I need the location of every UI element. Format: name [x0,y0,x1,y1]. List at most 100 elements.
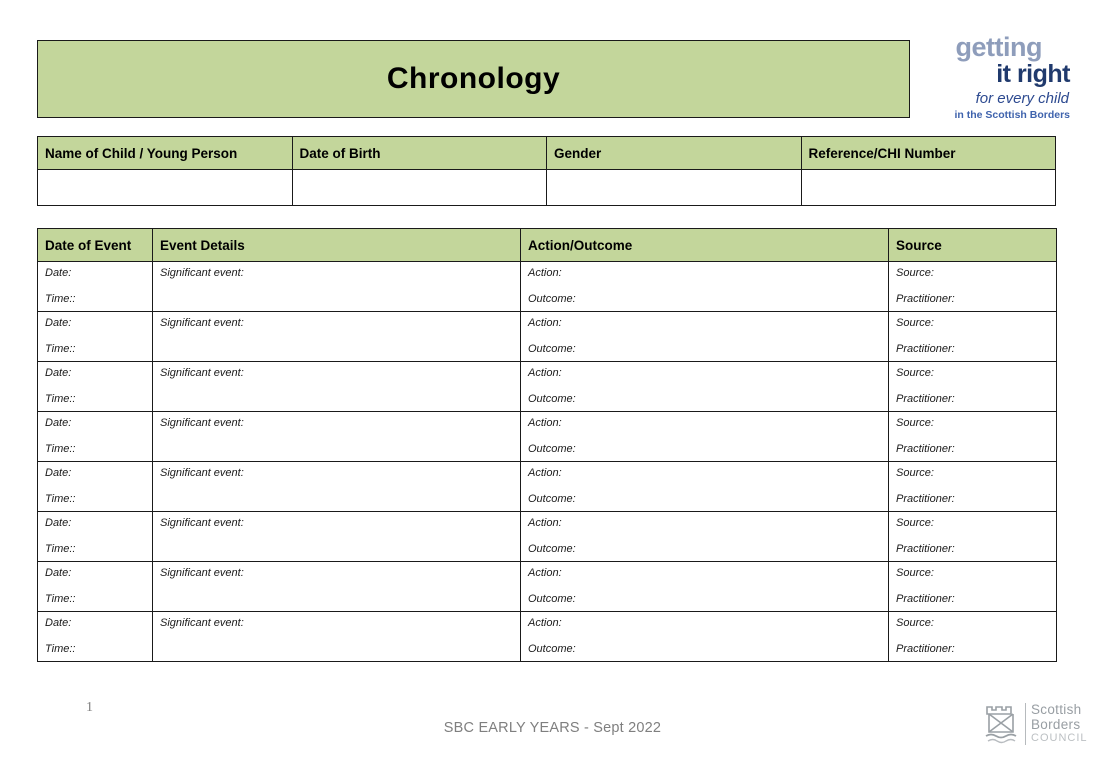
girfec-logo-line2: it right [996,60,1070,88]
source-cell[interactable]: Source: Practitioner: [888,461,1057,512]
source-cell[interactable]: Source: Practitioner: [888,361,1057,412]
time-label: Time:: [45,293,76,305]
event-details-cell[interactable]: Significant event: [152,311,521,362]
date-of-event-cell[interactable]: Date: Time:: [37,411,153,462]
date-label: Date: [45,517,72,529]
significant-event-label: Significant event: [160,267,244,279]
practitioner-label: Practitioner: [896,293,955,305]
significant-event-label: Significant event: [160,567,244,579]
significant-event-label: Significant event: [160,367,244,379]
time-label: Time:: [45,343,76,355]
outcome-label: Outcome: [528,593,576,605]
action-outcome-cell[interactable]: Action: Outcome: [520,511,889,562]
source-cell[interactable]: Source: Practitioner: [888,561,1057,612]
header-reference-chi: Reference/CHI Number [800,136,1056,170]
action-label: Action: [528,617,562,629]
date-of-event-cell[interactable]: Date: Time:: [37,511,153,562]
source-cell[interactable]: Source: Practitioner: [888,411,1057,462]
event-details-cell[interactable]: Significant event: [152,611,521,662]
sbc-logo-line2: Borders [1031,716,1081,732]
event-details-cell[interactable]: Significant event: [152,511,521,562]
action-label: Action: [528,367,562,379]
date-of-event-cell[interactable]: Date: Time:: [37,261,153,312]
action-outcome-cell[interactable]: Action: Outcome: [520,461,889,512]
source-label: Source: [896,267,934,279]
source-label: Source: [896,367,934,379]
child-name-field[interactable] [37,169,293,206]
event-details-cell[interactable]: Significant event: [152,261,521,312]
page-number: 1 [86,700,93,715]
practitioner-label: Practitioner: [896,493,955,505]
chronology-row: Date: Time:: Significant event: Action: … [37,311,1057,362]
event-details-cell[interactable]: Significant event: [152,461,521,512]
date-label: Date: [45,467,72,479]
source-label: Source: [896,417,934,429]
practitioner-label: Practitioner: [896,443,955,455]
child-info-table: Name of Child / Young Person Date of Bir… [37,136,1056,206]
significant-event-label: Significant event: [160,467,244,479]
date-of-event-cell[interactable]: Date: Time:: [37,611,153,662]
action-label: Action: [528,317,562,329]
time-label: Time:: [45,593,76,605]
action-outcome-cell[interactable]: Action: Outcome: [520,261,889,312]
date-label: Date: [45,317,72,329]
girfec-logo-line1: getting [955,32,1043,62]
girfec-logo-line4: in the Scottish Borders [954,109,1070,121]
action-outcome-cell[interactable]: Action: Outcome: [520,611,889,662]
practitioner-label: Practitioner: [896,543,955,555]
action-outcome-cell[interactable]: Action: Outcome: [520,311,889,362]
chronology-row: Date: Time:: Significant event: Action: … [37,411,1057,462]
header-event-details: Event Details [152,228,521,262]
time-label: Time:: [45,543,76,555]
action-label: Action: [528,567,562,579]
girfec-logo-line3: for every child [975,90,1069,107]
event-details-cell[interactable]: Significant event: [152,561,521,612]
sbc-logo-line1: Scottish [1031,702,1082,717]
header-date-of-event: Date of Event [37,228,153,262]
action-outcome-cell[interactable]: Action: Outcome: [520,361,889,412]
outcome-label: Outcome: [528,493,576,505]
gender-field[interactable] [546,169,802,206]
date-of-event-cell[interactable]: Date: Time:: [37,461,153,512]
time-label: Time:: [45,493,76,505]
chronology-row: Date: Time:: Significant event: Action: … [37,361,1057,412]
practitioner-label: Practitioner: [896,643,955,655]
date-of-event-cell[interactable]: Date: Time:: [37,361,153,412]
castle-crest-icon [983,703,1021,754]
action-label: Action: [528,517,562,529]
source-cell[interactable]: Source: Practitioner: [888,511,1057,562]
date-of-event-cell[interactable]: Date: Time:: [37,311,153,362]
action-outcome-cell[interactable]: Action: Outcome: [520,561,889,612]
action-label: Action: [528,267,562,279]
header-gender: Gender [546,136,802,170]
outcome-label: Outcome: [528,343,576,355]
date-of-birth-field[interactable] [291,169,547,206]
chronology-row: Date: Time:: Significant event: Action: … [37,461,1057,512]
child-info-value-row [37,169,1056,206]
action-label: Action: [528,467,562,479]
reference-chi-field[interactable] [800,169,1056,206]
header-source: Source [888,228,1057,262]
significant-event-label: Significant event: [160,417,244,429]
significant-event-label: Significant event: [160,517,244,529]
source-cell[interactable]: Source: Practitioner: [888,261,1057,312]
outcome-label: Outcome: [528,643,576,655]
date-label: Date: [45,417,72,429]
event-details-cell[interactable]: Significant event: [152,411,521,462]
outcome-label: Outcome: [528,443,576,455]
source-cell[interactable]: Source: Practitioner: [888,311,1057,362]
action-outcome-cell[interactable]: Action: Outcome: [520,411,889,462]
chronology-row: Date: Time:: Significant event: Action: … [37,561,1057,612]
practitioner-label: Practitioner: [896,393,955,405]
outcome-label: Outcome: [528,543,576,555]
source-label: Source: [896,317,934,329]
chronology-row: Date: Time:: Significant event: Action: … [37,511,1057,562]
source-cell[interactable]: Source: Practitioner: [888,611,1057,662]
footer-document-reference: SBC EARLY YEARS - Sept 2022 [443,720,662,736]
date-of-event-cell[interactable]: Date: Time:: [37,561,153,612]
page-title: Chronology [386,62,561,95]
event-details-cell[interactable]: Significant event: [152,361,521,412]
date-label: Date: [45,367,72,379]
source-label: Source: [896,567,934,579]
